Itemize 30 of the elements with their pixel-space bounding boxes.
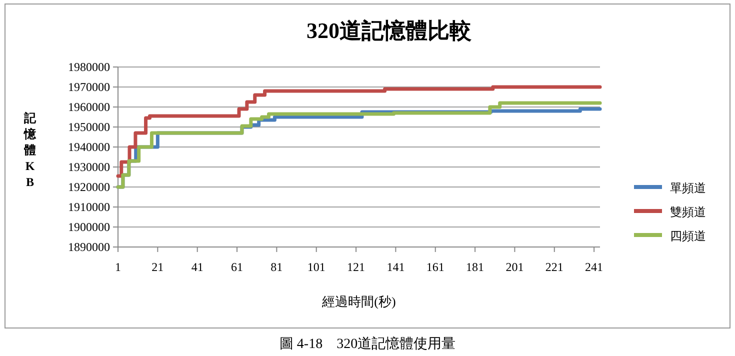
y-tick-label: 1940000	[68, 140, 110, 154]
x-axis-title: 經過時間(秒)	[321, 294, 396, 309]
y-tick-label: 1890000	[68, 240, 110, 254]
y-tick-label: 1920000	[68, 180, 110, 194]
caption: 圖 4-18 320道記憶體使用量	[279, 336, 456, 352]
x-tick-label: 161	[426, 260, 444, 274]
x-tick-label: 241	[585, 260, 604, 274]
legend-label: 雙頻道	[670, 205, 706, 219]
x-tick-label: 181	[466, 260, 484, 274]
y-axis-title: 記憶體KB	[23, 111, 37, 189]
x-tick-label: 21	[152, 260, 164, 274]
chart-title: 320道記憶體比較	[306, 18, 472, 43]
y-tick-label: 1970000	[68, 80, 110, 94]
legend-label: 單頻道	[670, 181, 706, 195]
x-tick-label: 201	[506, 260, 524, 274]
x-tick-label: 221	[545, 260, 564, 274]
x-tick-label: 41	[191, 260, 204, 274]
y-tick-label: 1980000	[68, 60, 110, 74]
x-tick-label: 101	[307, 260, 326, 274]
x-tick-label: 141	[386, 260, 405, 274]
x-tick-label: 81	[270, 260, 283, 274]
y-tick-label: 1930000	[68, 160, 110, 174]
y-tick-label: 1910000	[68, 200, 110, 214]
x-tick-label: 121	[347, 260, 366, 274]
y-tick-label: 1950000	[68, 120, 110, 134]
y-tick-label: 1960000	[68, 100, 110, 114]
x-tick-label: 1	[115, 260, 121, 274]
legend-label: 四頻道	[670, 229, 706, 243]
x-tick-label: 61	[231, 260, 244, 274]
y-tick-label: 1900000	[68, 220, 110, 234]
